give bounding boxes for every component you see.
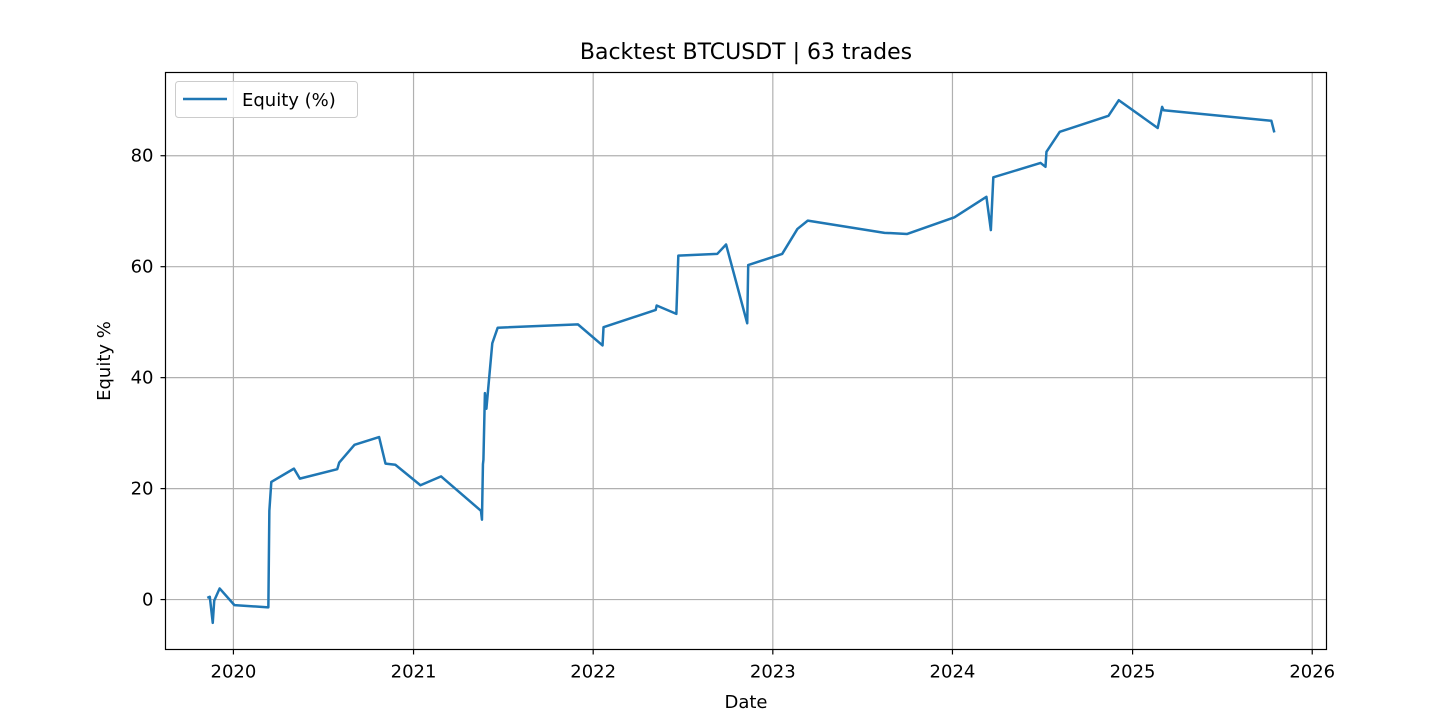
y-tick-label: 0 [142,590,153,611]
chart-title: Backtest BTCUSDT | 63 trades [580,40,912,65]
equity-series-line [206,98,1276,625]
x-tick-label: 2021 [391,662,437,683]
grid-lines [165,72,1327,650]
x-tick-label: 2020 [211,662,257,683]
x-tick-label: 2022 [570,662,616,683]
legend-label: Equity (%) [242,90,336,111]
y-tick-label: 20 [131,479,154,500]
y-tick-label: 60 [131,257,154,278]
x-tick-label: 2026 [1289,662,1335,683]
x-tick-label: 2025 [1110,662,1156,683]
axis-ticks: 2020 2021 2022 2023 2024 2025 2026 0 20 40 60 80 [131,146,1336,683]
series-layer [206,98,1276,625]
legend: Equity (%) [175,81,358,118]
y-tick-label: 80 [131,146,154,167]
y-tick-label: 40 [131,368,154,389]
x-axis-title: Date [724,692,767,713]
plot-area-frame [164,71,1328,651]
legend-box [175,81,358,118]
y-axis-title: Equity % [94,321,115,401]
x-tick-label: 2024 [930,662,976,683]
x-tick-label: 2023 [750,662,796,683]
